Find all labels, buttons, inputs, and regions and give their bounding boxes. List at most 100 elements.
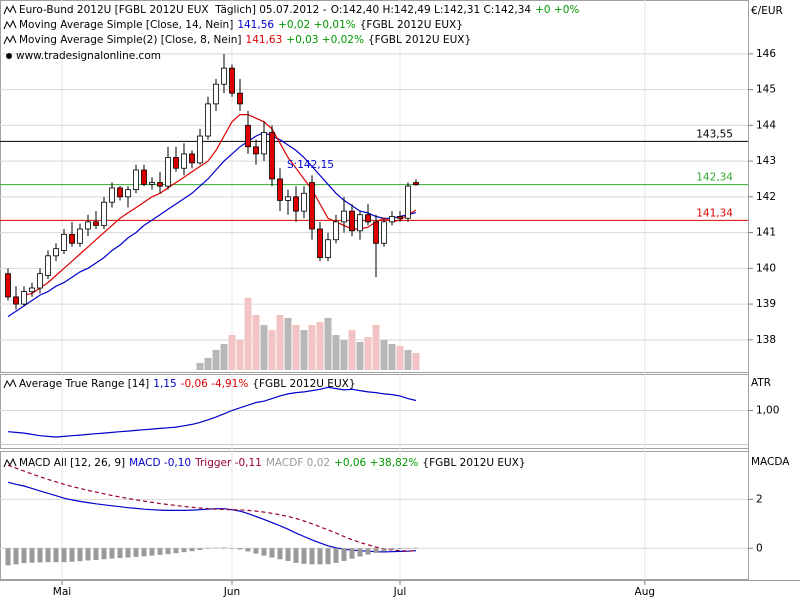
y-tick-label: 142 (756, 191, 776, 203)
legend-icon (3, 457, 17, 468)
level-label: 142,34 (696, 172, 733, 184)
histogram-bar (45, 548, 51, 563)
legend-part: Moving Average Simple [Close, 14, Nein] (19, 19, 233, 31)
legend-part: Moving Average Simple(2) [Close, 8, Nein… (19, 34, 242, 46)
candle-body (213, 83, 219, 105)
axis-title: €/EUR (751, 5, 783, 17)
candle-body (61, 233, 67, 251)
x-tick-label: Jun (223, 586, 240, 598)
histogram-bar (357, 548, 363, 557)
volume-bar (244, 298, 252, 370)
candle-body (181, 153, 187, 169)
histogram-bar (109, 548, 115, 559)
histogram-bar (221, 547, 227, 549)
watermark: www.tradesignalonline.com (16, 50, 161, 62)
histogram-bar (213, 547, 219, 549)
volume-bar (260, 325, 268, 370)
y-tick-label: 146 (756, 48, 776, 60)
legend-part: +0,02 +0,01% (278, 19, 356, 31)
histogram-bar (293, 548, 299, 563)
candle-body (229, 67, 235, 94)
candle-body (197, 135, 203, 164)
candle-body (381, 221, 387, 244)
legend-part: O:142,40 H:142,49 L:142,31 C:142,34 (331, 4, 532, 16)
volume-bar (372, 325, 380, 370)
candle-body (237, 92, 243, 105)
x-tick-label: Mai (53, 586, 71, 598)
candle-body (357, 214, 363, 232)
histogram-bar (181, 548, 187, 553)
candle-body (165, 157, 171, 187)
candle-body (253, 146, 259, 155)
candle-body (85, 221, 91, 230)
histogram-bar (405, 548, 411, 549)
histogram-bar (237, 548, 243, 550)
candle-body (125, 189, 131, 198)
legend-part: MACDF 0,02 (266, 457, 330, 469)
candle-body (37, 273, 43, 289)
histogram-bar (189, 548, 195, 552)
candle-body (373, 221, 379, 244)
histogram-bar (5, 548, 11, 566)
candle-body (133, 169, 139, 191)
histogram-bar (141, 548, 147, 557)
legend-line: Euro-Bund 2012U [FGBL 2012U EUX Täglich]… (19, 4, 579, 16)
y-tick-label: 143 (756, 155, 776, 167)
histogram-bar (13, 548, 19, 565)
legend-part: Trigger -0,11 (194, 457, 262, 469)
volume-bar (268, 330, 276, 370)
volume-bar (276, 315, 284, 370)
candle-body (45, 255, 51, 276)
histogram-bar (413, 547, 419, 549)
histogram-bar (341, 548, 347, 561)
histogram-bar (77, 548, 83, 562)
histogram-bar (381, 548, 387, 552)
volume-bar (284, 318, 292, 370)
histogram-bar (325, 548, 331, 565)
legend-icon (3, 378, 17, 389)
histogram-bar (165, 548, 171, 555)
axis-title: MACDA (751, 456, 790, 468)
volume-bar (380, 340, 388, 370)
legend-part: +0 +0% (535, 4, 579, 16)
legend-icon (3, 19, 17, 30)
candle-body (269, 132, 275, 180)
histogram-bar (253, 548, 259, 554)
candle-body (149, 182, 155, 185)
legend-part: MACD All [12, 26, 9] (19, 457, 125, 469)
volume-bar (388, 344, 396, 370)
candle-body (109, 187, 115, 203)
histogram-bar (261, 548, 267, 556)
histogram-bar (61, 548, 67, 563)
candle-body (301, 192, 307, 212)
volume-bar (324, 318, 332, 370)
candle-body (261, 132, 267, 155)
volume-bar (316, 322, 324, 370)
candle-body (317, 228, 323, 259)
volume-bar (364, 337, 372, 370)
level-label: 143,55 (696, 128, 733, 140)
volume-bar (204, 358, 212, 370)
volume-bar (220, 344, 228, 370)
candle-body (173, 157, 179, 169)
x-tick-label: Aug (635, 586, 656, 598)
candle-body (21, 291, 27, 305)
series-line (7, 386, 417, 438)
legend-part: {FGBL 2012U EUX} (422, 457, 525, 469)
y-tick-label: 139 (756, 298, 776, 310)
volume-bar (412, 353, 420, 370)
candle-body (413, 182, 419, 186)
candle-body (53, 248, 59, 257)
histogram-bar (101, 548, 107, 560)
candle-body (13, 296, 19, 305)
candle-body (205, 103, 211, 137)
y-tick-label: 144 (756, 119, 776, 131)
volume-bar (292, 325, 300, 370)
histogram-bar (389, 548, 395, 550)
histogram-bar (333, 548, 339, 563)
x-tick-label: Jul (393, 586, 407, 598)
candle-body (293, 196, 299, 212)
histogram-bar (21, 548, 27, 564)
legend-line: Moving Average Simple [Close, 14, Nein] 1… (19, 19, 463, 31)
